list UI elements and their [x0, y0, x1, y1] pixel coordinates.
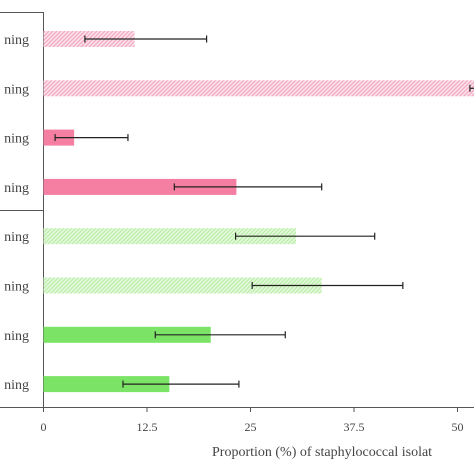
- bar: [43, 326, 211, 343]
- category-label: ning: [4, 230, 29, 245]
- bar: [43, 376, 170, 393]
- category-label: ning: [4, 329, 29, 344]
- x-tick-label: 50: [452, 420, 464, 434]
- x-tick-label: 25: [245, 420, 257, 434]
- category-label: ning: [4, 82, 29, 97]
- bar: [43, 178, 237, 195]
- category-label: ning: [4, 280, 29, 295]
- x-axis-title: Proportion (%) of staphylococcal isolat: [212, 445, 432, 460]
- category-label: ning: [4, 181, 29, 196]
- category-label: ning: [4, 33, 29, 48]
- category-labels: ning ning ning ning ning ning ning ning: [4, 33, 29, 393]
- bar: [43, 80, 474, 97]
- category-label: ning: [4, 132, 29, 147]
- category-label: ning: [4, 378, 29, 393]
- x-tick-label: 0: [41, 420, 47, 434]
- bar: [43, 228, 297, 245]
- bars-layer: [43, 31, 474, 393]
- x-tick-label: 37.5: [344, 420, 365, 434]
- x-tick-label: 12.5: [137, 420, 158, 434]
- x-tick-labels: 0 12.5 25 37.5 50: [41, 407, 464, 434]
- bar: [43, 277, 322, 294]
- error-bars-layer: [54, 35, 474, 388]
